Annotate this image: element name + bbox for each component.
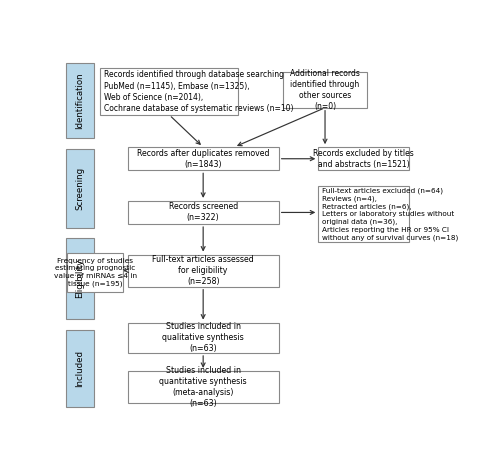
- Text: Full-text articles excluded (n=64)
Reviews (n=4),
Retracted articles (n=6),
Lett: Full-text articles excluded (n=64) Revie…: [322, 187, 458, 241]
- FancyBboxPatch shape: [128, 254, 278, 287]
- FancyBboxPatch shape: [67, 253, 124, 292]
- Text: Studies included in
quantitative synthesis
(meta-analysis)
(n=63): Studies included in quantitative synthes…: [160, 366, 247, 408]
- Text: Studies included in
qualitative synthesis
(n=63): Studies included in qualitative synthesi…: [162, 322, 244, 353]
- FancyBboxPatch shape: [128, 371, 278, 403]
- Text: Additional records
identified through
other sources
(n=0): Additional records identified through ot…: [290, 69, 360, 111]
- Text: Records identified through database searching
PubMed (n=1145), Embase (n=1325),
: Records identified through database sear…: [104, 71, 294, 113]
- Text: Identification: Identification: [75, 72, 84, 129]
- Text: Records screened
(n=322): Records screened (n=322): [168, 202, 238, 222]
- FancyBboxPatch shape: [284, 72, 366, 108]
- Text: Frequency of studies
estimating prognostic
value of miRNAs ≤4 in
tissue (n=195): Frequency of studies estimating prognost…: [54, 258, 137, 287]
- Text: Included: Included: [75, 351, 84, 387]
- Text: Records after duplicates removed
(n=1843): Records after duplicates removed (n=1843…: [137, 149, 270, 169]
- FancyBboxPatch shape: [128, 201, 278, 224]
- Text: Eligibility: Eligibility: [75, 259, 84, 299]
- FancyBboxPatch shape: [66, 331, 94, 407]
- FancyBboxPatch shape: [318, 147, 410, 170]
- FancyBboxPatch shape: [66, 149, 94, 228]
- Text: Screening: Screening: [75, 167, 84, 210]
- Text: Records excluded by titles
and abstracts (n=1521): Records excluded by titles and abstracts…: [314, 149, 414, 169]
- Text: Full-text articles assessed
for eligibility
(n=258): Full-text articles assessed for eligibil…: [152, 255, 254, 286]
- FancyBboxPatch shape: [66, 63, 94, 138]
- FancyBboxPatch shape: [128, 147, 278, 170]
- FancyBboxPatch shape: [128, 323, 278, 353]
- FancyBboxPatch shape: [66, 239, 94, 319]
- FancyBboxPatch shape: [318, 186, 410, 242]
- FancyBboxPatch shape: [100, 68, 238, 115]
